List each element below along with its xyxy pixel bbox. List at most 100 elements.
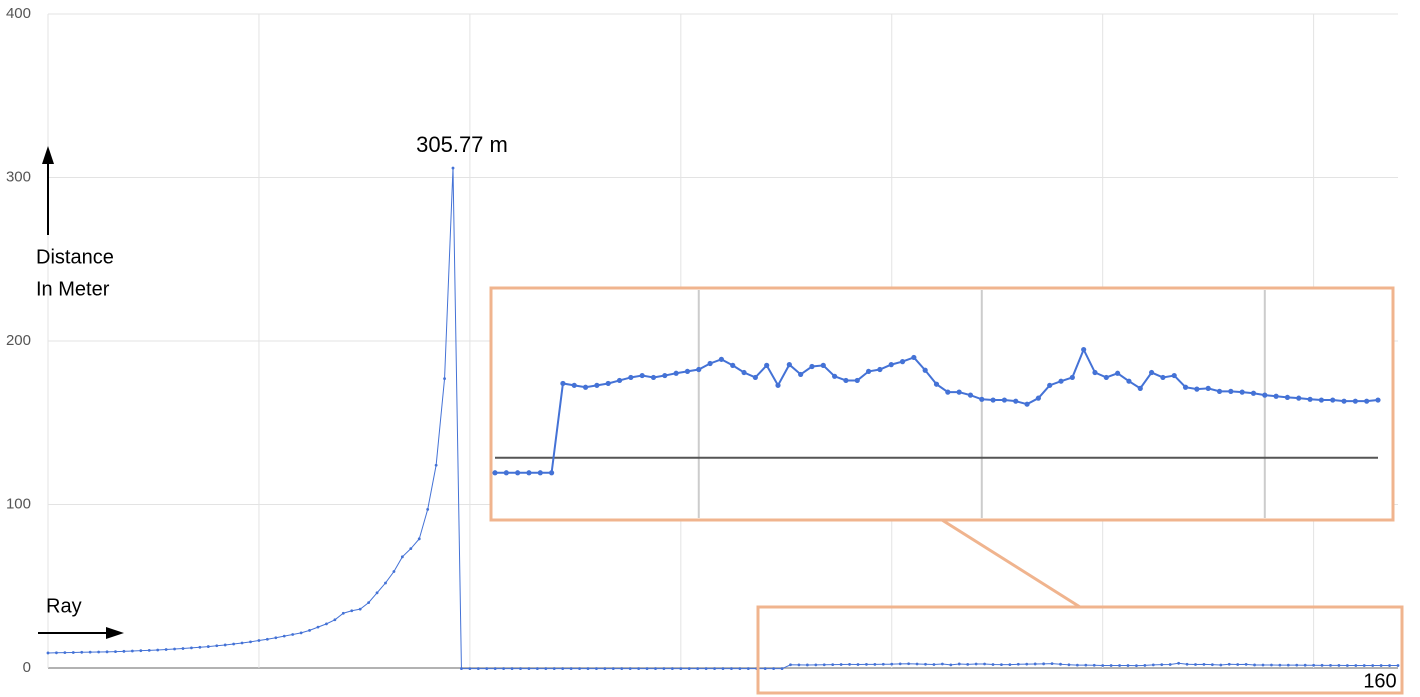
data-point bbox=[1118, 664, 1121, 667]
data-point bbox=[549, 470, 555, 476]
data-point bbox=[620, 667, 624, 671]
data-point bbox=[1016, 662, 1020, 666]
data-point bbox=[1364, 398, 1370, 404]
data-point bbox=[375, 591, 379, 595]
data-point bbox=[1126, 664, 1130, 667]
data-point bbox=[645, 667, 649, 671]
data-point bbox=[1115, 370, 1121, 376]
data-point bbox=[1278, 663, 1282, 667]
data-point bbox=[763, 667, 767, 671]
data-point bbox=[713, 667, 716, 671]
data-point bbox=[130, 649, 134, 653]
y-label: In Meter bbox=[36, 278, 110, 300]
data-point bbox=[822, 663, 826, 667]
data-point bbox=[1261, 663, 1265, 667]
data-point bbox=[798, 371, 804, 378]
data-point bbox=[1013, 398, 1019, 404]
data-point bbox=[752, 374, 758, 381]
data-point bbox=[1171, 372, 1177, 379]
data-point bbox=[578, 667, 581, 671]
data-point bbox=[1295, 663, 1299, 667]
data-point bbox=[1354, 664, 1358, 667]
data-point bbox=[443, 377, 446, 381]
data-point bbox=[181, 647, 185, 650]
data-point bbox=[687, 667, 691, 671]
data-point bbox=[1000, 663, 1003, 667]
data-point bbox=[1210, 663, 1214, 667]
data-point bbox=[990, 397, 996, 403]
data-point bbox=[493, 667, 497, 671]
data-point bbox=[308, 628, 311, 632]
data-point bbox=[966, 662, 970, 666]
data-point bbox=[156, 648, 160, 652]
data-point bbox=[1362, 664, 1366, 667]
data-point bbox=[1284, 394, 1291, 401]
y-tick-label: 200 bbox=[6, 332, 31, 349]
data-point bbox=[949, 663, 953, 667]
data-point bbox=[1270, 663, 1273, 667]
x-label: Ray bbox=[46, 595, 82, 617]
data-point bbox=[1177, 661, 1181, 665]
data-point bbox=[707, 360, 713, 367]
data-point bbox=[173, 647, 176, 651]
data-point bbox=[291, 633, 295, 636]
data-point bbox=[1375, 397, 1381, 403]
data-point bbox=[1337, 664, 1341, 667]
data-point bbox=[805, 663, 809, 667]
data-point bbox=[1379, 664, 1383, 667]
data-point bbox=[741, 369, 747, 376]
data-point bbox=[848, 663, 851, 666]
data-point bbox=[1024, 401, 1030, 407]
data-point bbox=[503, 470, 509, 476]
data-point bbox=[400, 555, 404, 559]
data-point bbox=[595, 667, 598, 671]
data-point bbox=[1103, 374, 1109, 381]
data-point bbox=[1228, 388, 1234, 394]
data-point bbox=[1151, 663, 1155, 667]
data-point bbox=[679, 667, 683, 671]
data-point bbox=[738, 667, 742, 671]
data-point bbox=[967, 392, 974, 398]
data-point bbox=[535, 667, 539, 671]
data-point bbox=[856, 663, 860, 666]
data-point bbox=[1025, 662, 1029, 666]
inset-plot bbox=[492, 290, 1381, 518]
data-point bbox=[105, 650, 109, 654]
data-point bbox=[956, 389, 962, 395]
data-point bbox=[786, 362, 792, 368]
data-point bbox=[417, 537, 421, 541]
data-point bbox=[215, 644, 219, 648]
data-point bbox=[1303, 663, 1307, 667]
data-point bbox=[881, 662, 885, 666]
data-point bbox=[616, 377, 623, 384]
data-point bbox=[198, 645, 202, 649]
data-point bbox=[384, 581, 387, 585]
data-point bbox=[780, 667, 784, 671]
y-tick-label: 400 bbox=[6, 5, 31, 22]
data-point bbox=[560, 380, 566, 387]
data-point bbox=[1205, 385, 1211, 391]
data-point bbox=[1219, 663, 1223, 667]
main-plot: 305.77 m bbox=[46, 132, 1400, 671]
data-point bbox=[1194, 663, 1197, 666]
y-tick-label: 100 bbox=[6, 495, 31, 512]
data-point bbox=[1262, 392, 1268, 398]
data-point bbox=[662, 667, 666, 671]
data-point bbox=[1253, 663, 1256, 667]
data-point bbox=[1273, 393, 1279, 399]
data-point bbox=[1250, 390, 1257, 396]
y-tick-label: 0 bbox=[23, 659, 31, 676]
data-point bbox=[114, 650, 117, 654]
peak-label: 305.77 m bbox=[416, 132, 508, 157]
data-point bbox=[526, 470, 532, 476]
data-point bbox=[854, 377, 860, 384]
data-point bbox=[924, 662, 927, 666]
data-point bbox=[915, 662, 919, 666]
data-point bbox=[764, 362, 770, 368]
data-point bbox=[1216, 388, 1223, 394]
data-point bbox=[991, 663, 995, 666]
data-point bbox=[1182, 384, 1189, 390]
x-arrow-head bbox=[106, 627, 124, 639]
